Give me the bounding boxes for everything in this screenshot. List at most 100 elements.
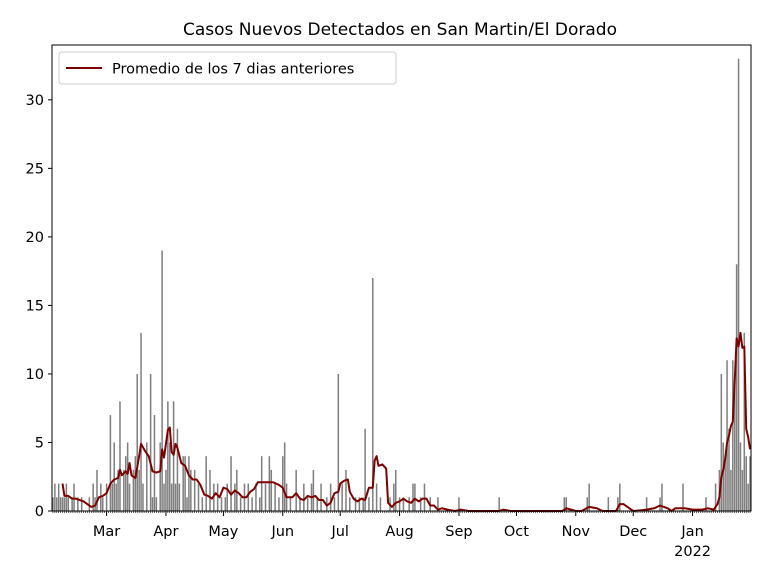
chart-title: Casos Nuevos Detectados en San Martin/El… [183, 20, 617, 40]
y-tick-label: 0 [35, 504, 44, 520]
bar [96, 469, 98, 511]
bar [588, 483, 590, 511]
bar [209, 469, 211, 511]
bar [230, 456, 232, 511]
bar [337, 373, 340, 511]
bar [184, 456, 186, 511]
bar [295, 469, 297, 511]
bar [733, 373, 736, 511]
bar [645, 497, 648, 511]
bar [423, 483, 426, 511]
legend-frame [58, 51, 397, 85]
bar [239, 497, 242, 511]
bar [661, 483, 663, 511]
bar [174, 483, 177, 511]
bar [63, 497, 66, 511]
bar [375, 483, 378, 511]
bar [126, 442, 129, 511]
bar [289, 497, 292, 511]
bar [394, 469, 397, 511]
bar [726, 360, 728, 511]
bar [201, 497, 204, 511]
bar [682, 483, 684, 511]
bar [234, 483, 236, 511]
bar [255, 483, 257, 511]
bar [119, 401, 121, 511]
axes-layer: 0 5 10 15 20 25 30 Mar Apr May Jun Jul Aug Sep Oct Nov D… [26, 44, 752, 560]
x-tick-label: Mar [93, 524, 120, 540]
bar [306, 497, 309, 511]
bar [312, 469, 315, 511]
bar [54, 483, 56, 511]
bar [153, 415, 156, 511]
bar [283, 442, 286, 511]
bar [56, 497, 58, 511]
y-tick-label: 20 [26, 230, 44, 246]
bar [730, 469, 732, 511]
average-line [61, 331, 752, 512]
y-tick-label: 15 [26, 298, 44, 314]
bar [57, 483, 60, 511]
x-tick-label: Apr [153, 524, 178, 540]
bar [149, 373, 152, 511]
bar [722, 442, 724, 511]
bar [159, 442, 161, 511]
bar [124, 456, 127, 511]
bar [142, 483, 144, 511]
bar [743, 332, 746, 511]
x-tick-label: Jan [680, 524, 703, 540]
bar [563, 497, 566, 511]
bar [437, 497, 439, 511]
x-tick-label: Aug [385, 524, 413, 540]
bar [741, 469, 744, 511]
bar [408, 497, 410, 511]
bar [379, 497, 382, 511]
bar [270, 469, 273, 511]
bar [282, 456, 284, 511]
bar [178, 483, 181, 511]
bars-layer [52, 58, 751, 512]
bar [732, 360, 734, 511]
bar [182, 456, 184, 511]
bar [155, 497, 158, 511]
bar [316, 497, 318, 511]
bar [749, 456, 751, 511]
bar [67, 497, 70, 511]
bar [80, 497, 83, 511]
bar [607, 497, 610, 511]
bar [349, 497, 351, 511]
legend: Promedio de los 7 dias anteriores [58, 51, 397, 85]
x-tick-label: Nov [562, 524, 591, 540]
bar [745, 456, 747, 511]
bar [402, 497, 405, 511]
bar [728, 428, 730, 511]
bar [320, 483, 322, 511]
bar [134, 456, 137, 511]
bar [113, 442, 115, 511]
bar [132, 469, 135, 511]
x-tick-label: Jul [330, 524, 349, 540]
bar [565, 497, 567, 511]
bar [176, 428, 179, 511]
x-tick-label: Oct [504, 524, 529, 540]
bar [190, 469, 192, 511]
bar [372, 278, 374, 511]
line-layer [61, 331, 752, 512]
bar [333, 497, 336, 511]
y-tick-label: 5 [35, 435, 44, 451]
y-tick-label: 25 [26, 161, 44, 177]
bar [458, 497, 460, 511]
bar [224, 497, 227, 511]
bar [117, 469, 119, 511]
bar [123, 469, 125, 511]
bar [136, 373, 138, 511]
bar [393, 483, 395, 511]
x-tick-label: Sep [445, 524, 472, 540]
bar [226, 483, 228, 511]
bar [341, 483, 343, 511]
bar [619, 483, 621, 511]
bar [216, 483, 219, 511]
bar [165, 469, 167, 511]
